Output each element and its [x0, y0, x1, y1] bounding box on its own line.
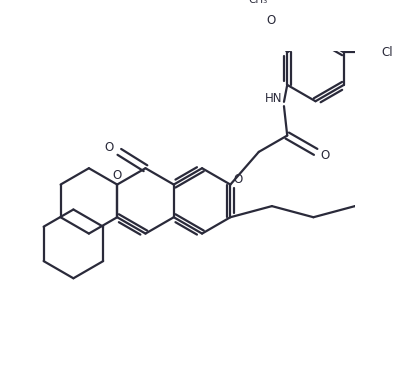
Text: O: O — [112, 169, 122, 183]
Text: O: O — [266, 14, 276, 27]
Text: O: O — [320, 149, 330, 162]
Text: O: O — [234, 173, 243, 186]
Text: CH₃: CH₃ — [248, 0, 268, 5]
Text: O: O — [104, 141, 114, 154]
Text: HN: HN — [265, 92, 282, 105]
Text: Cl: Cl — [381, 46, 393, 59]
